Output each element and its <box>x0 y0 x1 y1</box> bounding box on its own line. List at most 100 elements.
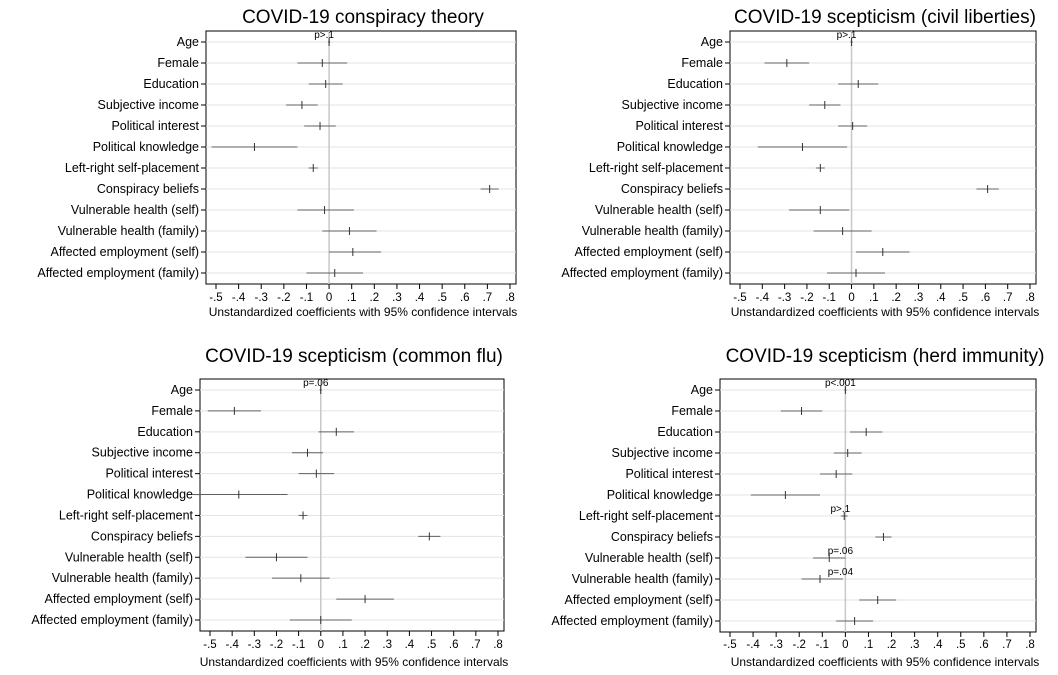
chart-title: COVID-19 scepticism (civil liberties) <box>734 7 1036 28</box>
chart-title: COVID-19 scepticism (herd immunity) <box>726 346 1045 367</box>
x-tick-label: .1 <box>869 292 879 304</box>
significance-annotation: p>.1 <box>314 30 334 41</box>
panel-herd-immunity: COVID-19 scepticism (herd immunity) Unst… <box>529 335 1058 670</box>
x-tick-label: .8 <box>1025 639 1035 651</box>
x-tick-label: .5 <box>956 639 966 651</box>
y-tick-label: Education <box>657 425 713 439</box>
plot-area: Age Female Education Subjective income Polit… <box>31 378 505 651</box>
x-tick-label: -.4 <box>746 639 760 651</box>
x-tick-label: -.1 <box>292 639 305 651</box>
x-tick-label: .8 <box>493 639 503 651</box>
x-tick-label: .6 <box>460 292 470 304</box>
significance-annotation: p=.04 <box>828 567 854 578</box>
x-tick-label: .8 <box>1025 292 1035 304</box>
y-tick-label: Female <box>151 404 193 418</box>
x-tick-label: -.3 <box>769 639 782 651</box>
y-tick-label: Female <box>681 56 723 70</box>
plot-area: Age Female Education Subjective income Polit… <box>561 30 1037 304</box>
y-tick-label: Conspiracy beliefs <box>97 182 199 196</box>
y-tick-label: Affected employment (family) <box>551 614 713 628</box>
x-tick-label: .6 <box>449 639 459 651</box>
x-tick-label: .5 <box>427 639 437 651</box>
significance-annotation: p=.06 <box>303 378 329 389</box>
y-tick-label: Age <box>171 383 193 397</box>
x-tick-label: -.3 <box>248 639 261 651</box>
y-tick-label: Subjective income <box>92 446 193 460</box>
plot-area: Age Female Education Subjective income Polit… <box>551 378 1037 651</box>
x-tick-label: .1 <box>338 639 348 651</box>
y-tick-label: Political interest <box>105 467 193 481</box>
y-tick-label: Affected employment (self) <box>51 245 199 259</box>
y-tick-label: Vulnerable health (family) <box>572 572 713 586</box>
significance-annotation: p>.1 <box>831 504 851 515</box>
y-tick-label: Age <box>691 383 713 397</box>
x-tick-label: .4 <box>933 639 943 651</box>
y-tick-label: Affected employment (self) <box>45 592 193 606</box>
y-tick-label: Vulnerable health (self) <box>71 203 199 217</box>
chart-herd-immunity: COVID-19 scepticism (herd immunity) Unst… <box>551 346 1045 669</box>
y-tick-label: Left-right self-placement <box>579 509 714 523</box>
y-tick-label: Political knowledge <box>617 140 723 154</box>
x-tick-label: 0 <box>326 292 332 304</box>
x-tick-label: -.1 <box>300 292 313 304</box>
x-tick-label: .7 <box>1003 292 1013 304</box>
x-tick-label: -.2 <box>270 639 283 651</box>
y-tick-label: Education <box>667 77 723 91</box>
y-tick-label: Education <box>137 425 193 439</box>
y-tick-label: Political knowledge <box>87 488 193 502</box>
y-tick-label: Vulnerable health (self) <box>65 550 193 564</box>
y-tick-label: Conspiracy beliefs <box>91 529 193 543</box>
significance-annotation: p=.06 <box>828 546 854 557</box>
x-tick-label: .6 <box>981 292 991 304</box>
x-tick-label: .3 <box>382 639 392 651</box>
x-tick-label: .5 <box>437 292 447 304</box>
x-tick-label: .4 <box>415 292 425 304</box>
y-tick-label: Political interest <box>635 119 723 133</box>
y-tick-label: Vulnerable health (family) <box>52 571 193 585</box>
x-axis-label: Unstandardized coefficients with 95% con… <box>731 655 1040 669</box>
x-tick-label: .2 <box>887 639 897 651</box>
x-axis-label: Unstandardized coefficients with 95% con… <box>731 305 1040 319</box>
x-tick-label: -.2 <box>793 639 806 651</box>
x-tick-label: .7 <box>471 639 481 651</box>
x-tick-label: -.1 <box>816 639 829 651</box>
x-tick-label: .6 <box>979 639 989 651</box>
x-tick-label: .7 <box>1002 639 1012 651</box>
y-tick-label: Vulnerable health (self) <box>595 203 723 217</box>
y-tick-label: Female <box>671 404 713 418</box>
significance-annotation: p<.001 <box>825 378 856 389</box>
chart-title: COVID-19 conspiracy theory <box>242 7 484 28</box>
y-tick-label: Vulnerable health (family) <box>58 224 199 238</box>
plot-area: Age Female Education Subjective income Polit… <box>37 30 517 304</box>
y-tick-label: Political interest <box>625 467 713 481</box>
y-tick-label: Subjective income <box>98 98 199 112</box>
x-tick-label: -.4 <box>225 639 239 651</box>
y-tick-label: Affected employment (self) <box>575 245 723 259</box>
y-tick-label: Age <box>177 35 199 49</box>
x-tick-label: -.5 <box>723 639 736 651</box>
x-tick-label: .4 <box>405 639 415 651</box>
y-tick-label: Subjective income <box>622 98 723 112</box>
y-tick-label: Political knowledge <box>607 488 713 502</box>
y-tick-label: Political knowledge <box>93 140 199 154</box>
y-tick-label: Political interest <box>111 119 199 133</box>
x-tick-label: .3 <box>392 292 402 304</box>
chart-civil-liberties: COVID-19 scepticism (civil liberties) Un… <box>561 7 1040 319</box>
x-tick-label: -.3 <box>255 292 268 304</box>
y-tick-label: Age <box>701 35 723 49</box>
x-tick-label: -.5 <box>733 292 746 304</box>
x-tick-label: .8 <box>505 292 515 304</box>
y-tick-label: Affected employment (self) <box>565 593 713 607</box>
y-tick-label: Vulnerable health (self) <box>585 551 713 565</box>
panel-common-flu: COVID-19 scepticism (common flu) Unstand… <box>0 335 529 670</box>
x-tick-label: .3 <box>914 292 924 304</box>
x-tick-label: -.2 <box>800 292 813 304</box>
y-tick-label: Conspiracy beliefs <box>611 530 713 544</box>
x-tick-label: -.5 <box>209 292 222 304</box>
y-tick-label: Subjective income <box>612 446 713 460</box>
y-tick-label: Affected employment (family) <box>31 613 193 627</box>
chart-title: COVID-19 scepticism (common flu) <box>205 346 503 367</box>
x-axis-label: Unstandardized coefficients with 95% con… <box>200 655 509 669</box>
x-tick-label: .2 <box>891 292 901 304</box>
